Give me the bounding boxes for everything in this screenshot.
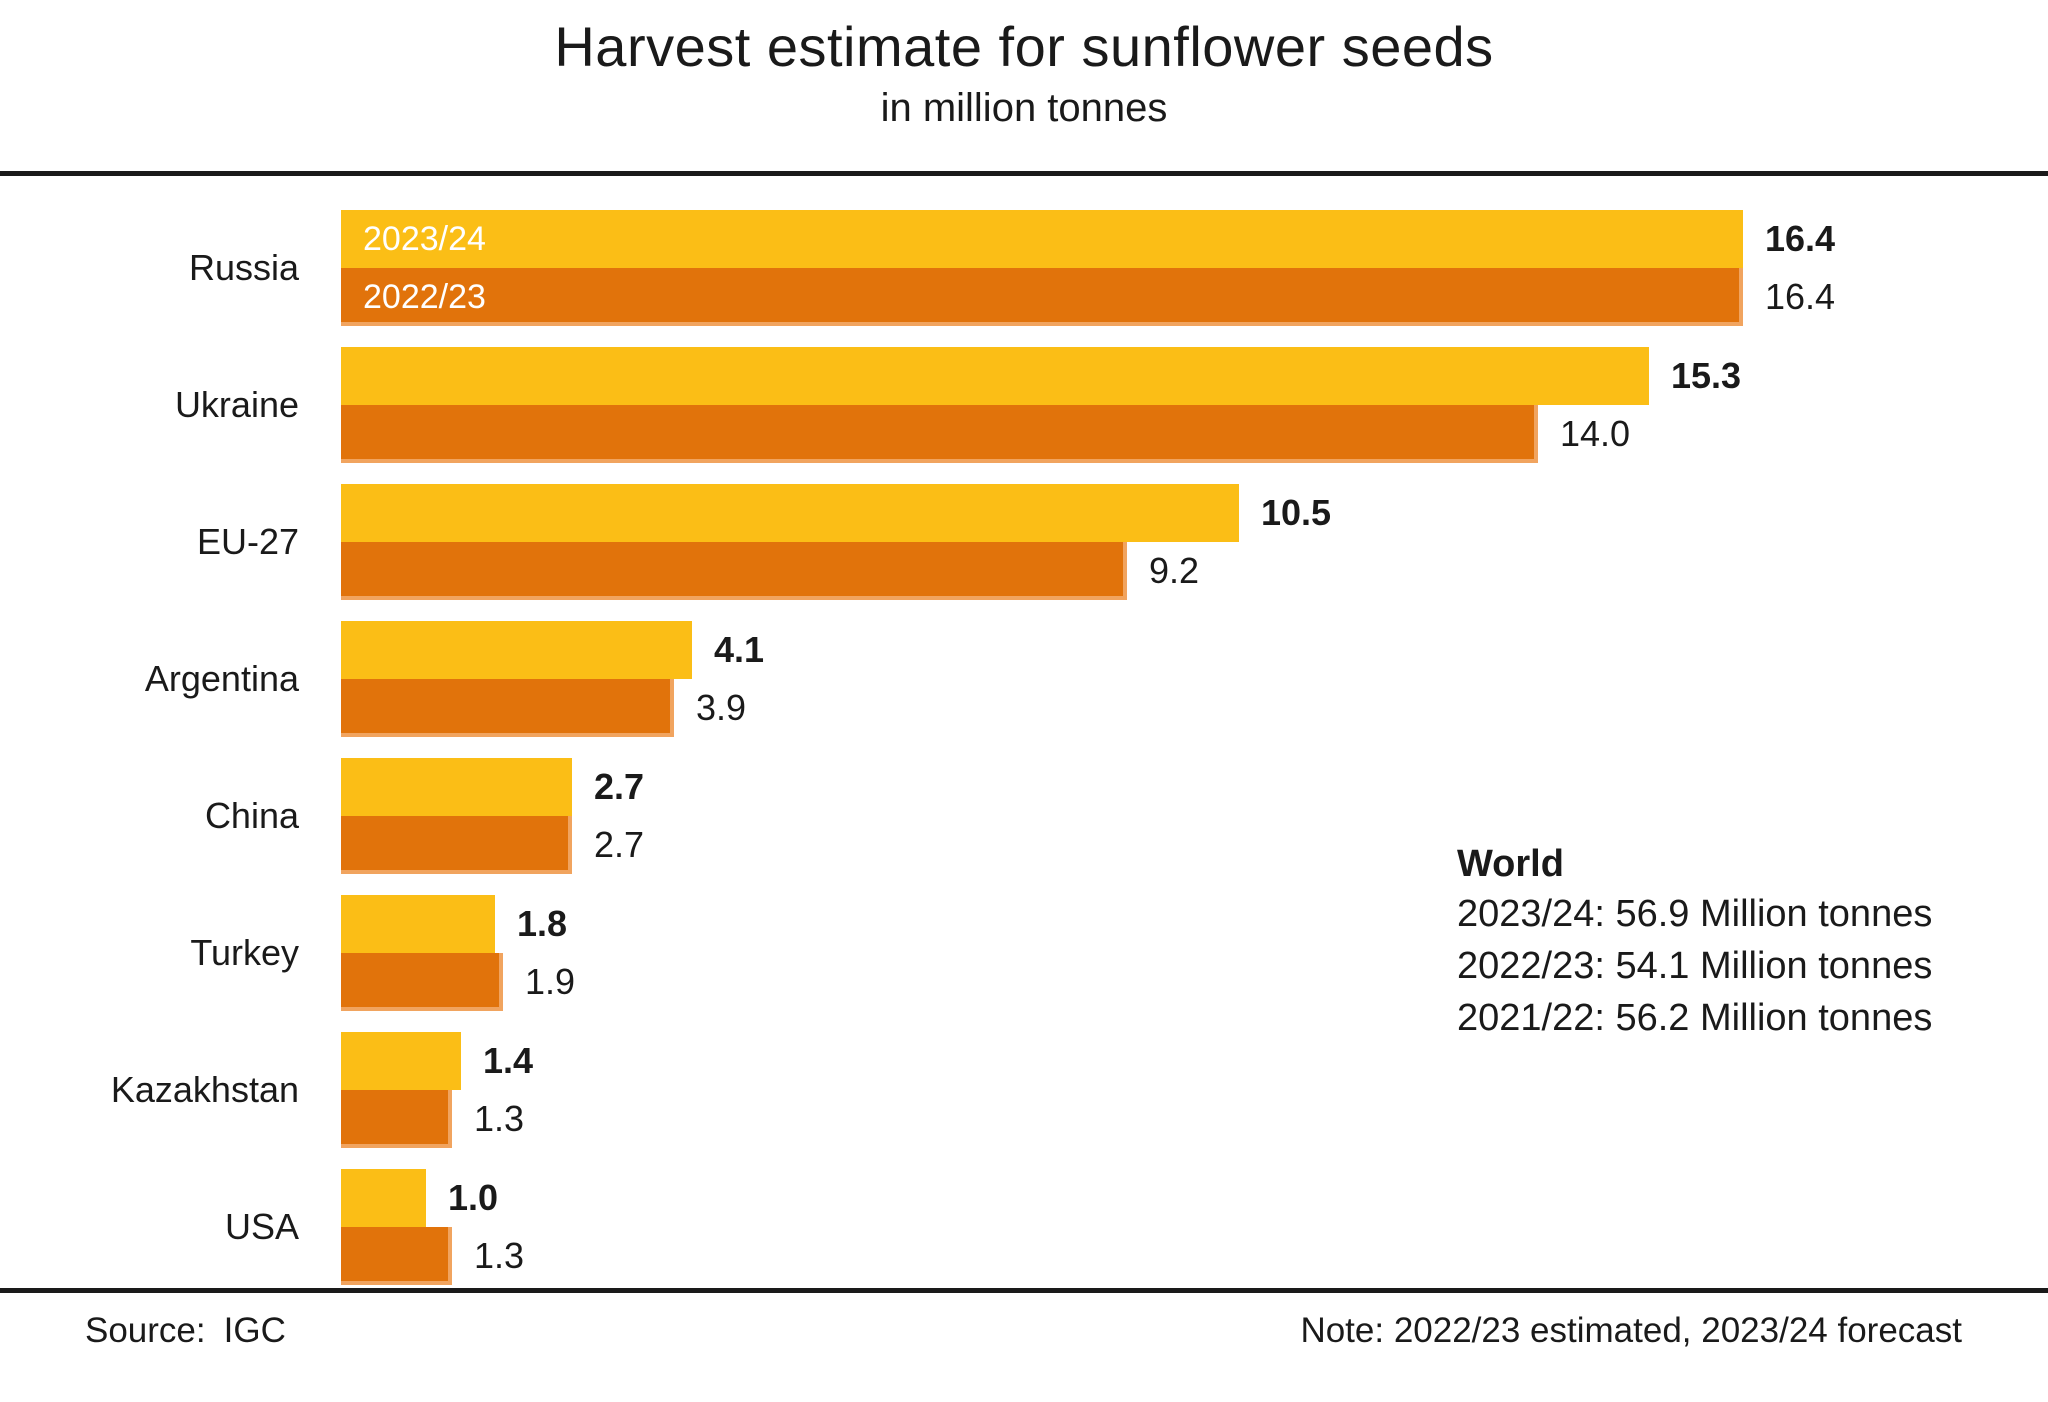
bar-2023-24 xyxy=(341,621,692,679)
value-label-2023-24: 1.0 xyxy=(448,1177,499,1218)
bar-group-usa: USA 1.0 1.3 xyxy=(0,1169,2048,1285)
bar-group-ukraine: Ukraine 15.3 14.0 xyxy=(0,347,2048,463)
value-label-2022-23: 14.0 xyxy=(1560,413,1631,454)
chart-subtitle: in million tonnes xyxy=(880,86,1168,130)
bar-group-turkey: Turkey 1.8 1.9 xyxy=(0,895,2048,1011)
series-legend-2022-23: 2022/23 xyxy=(363,277,486,316)
top-divider-line xyxy=(0,171,2048,176)
bar-2023-24 xyxy=(341,895,495,953)
bottom-divider-line xyxy=(0,1288,2048,1293)
bar-2023-24 xyxy=(341,1169,426,1227)
bar-2023-24 xyxy=(341,758,572,816)
value-label-2022-23: 3.9 xyxy=(696,687,747,728)
source-value: IGC xyxy=(223,1311,286,1350)
value-label-2022-23: 1.9 xyxy=(525,961,576,1002)
category-label: China xyxy=(204,795,299,836)
world-annotation-line-2022-23: 2022/23: 54.1 Million tonnes xyxy=(1457,945,1933,987)
chart-title: Harvest estimate for sunflower seeds xyxy=(554,15,1494,78)
bar-2023-24 xyxy=(341,1032,461,1090)
value-label-2022-23: 16.4 xyxy=(1765,276,1836,317)
category-label: Russia xyxy=(188,247,299,288)
value-label-2023-24: 1.4 xyxy=(483,1040,534,1081)
world-annotation: World 2023/24: 56.9 Million tonnes 2022/… xyxy=(1457,840,1932,1044)
value-label-2023-24: 1.8 xyxy=(517,903,568,944)
world-annotation-line-2021-22: 2021/22: 56.2 Million tonnes xyxy=(1457,997,1933,1039)
value-label-2023-24: 4.1 xyxy=(714,629,765,670)
bar-group-eu-27: EU-27 10.5 9.2 xyxy=(0,484,2048,600)
bar-2022-23 xyxy=(341,679,674,737)
category-label: Kazakhstan xyxy=(110,1069,299,1110)
bar-2022-23 xyxy=(341,1090,452,1148)
value-label-2022-23: 1.3 xyxy=(474,1235,525,1276)
value-label-2023-24: 10.5 xyxy=(1261,492,1332,533)
source-label: Source: xyxy=(85,1311,206,1350)
bar-group-russia: Russia 16.4 16.4 2023/24 2022/23 xyxy=(0,210,2048,326)
value-label-2022-23: 9.2 xyxy=(1149,550,1200,591)
bar-group-china: China 2.7 2.7 xyxy=(0,758,2048,874)
bar-2023-24 xyxy=(341,347,1649,405)
category-label: Ukraine xyxy=(174,384,299,425)
value-label-2023-24: 2.7 xyxy=(594,766,645,807)
world-annotation-title: World xyxy=(1457,843,1564,885)
series-legend-2023-24: 2023/24 xyxy=(363,219,486,258)
bar-2023-24 xyxy=(341,210,1743,268)
category-label: Turkey xyxy=(190,932,299,973)
world-annotation-line-2023-24: 2023/24: 56.9 Million tonnes xyxy=(1457,893,1933,935)
bar-2022-23 xyxy=(341,268,1743,326)
bar-group-kazakhstan: Kazakhstan 1.4 1.3 xyxy=(0,1032,2048,1148)
bar-2022-23 xyxy=(341,1227,452,1285)
category-label: USA xyxy=(224,1206,299,1247)
value-label-2022-23: 2.7 xyxy=(594,824,645,865)
bar-2022-23 xyxy=(341,816,572,874)
category-label: Argentina xyxy=(144,658,299,699)
bar-group-argentina: Argentina 4.1 3.9 xyxy=(0,621,2048,737)
value-label-2023-24: 15.3 xyxy=(1671,355,1742,396)
category-label: EU-27 xyxy=(196,521,299,562)
bar-2022-23 xyxy=(341,953,503,1011)
source-note: Source: IGC xyxy=(85,1311,286,1351)
footnote: Note: 2022/23 estimated, 2023/24 forecas… xyxy=(1300,1311,1962,1350)
value-label-2023-24: 16.4 xyxy=(1765,218,1836,259)
value-label-2022-23: 1.3 xyxy=(474,1098,525,1139)
bar-2022-23 xyxy=(341,542,1127,600)
bar-2022-23 xyxy=(341,405,1538,463)
bar-2023-24 xyxy=(341,484,1239,542)
